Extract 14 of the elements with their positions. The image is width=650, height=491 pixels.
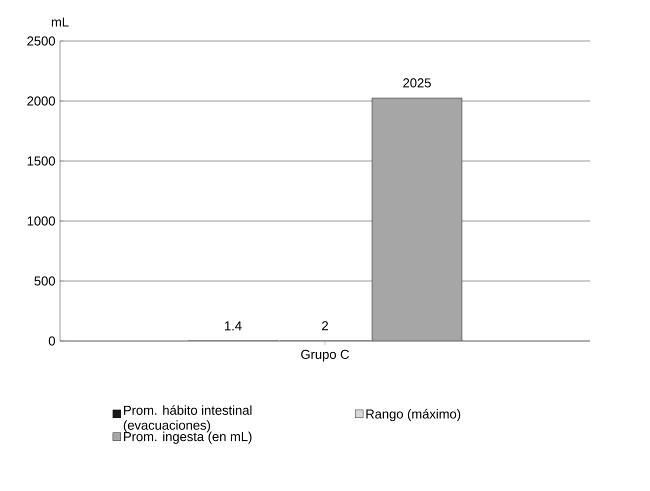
data-label: 1.4 [224, 321, 242, 330]
y-tick-label: 2000 [27, 96, 55, 106]
y-tick-label: 1500 [28, 156, 55, 166]
legend-label: Prom. ingesta (en mL) [124, 432, 252, 444]
data-label: 2025 [403, 78, 431, 88]
y-tick-label: 2500 [27, 36, 55, 46]
y-tick-label: 1000 [28, 216, 55, 226]
y-tick-label: 0 [48, 336, 55, 346]
y-tick-label: 500 [34, 276, 55, 286]
legend-label: Prom. hábito intestinal (evacuaciones) [124, 405, 252, 432]
y-axis-title: mL [52, 18, 69, 26]
legend-label: Rango (máximo) [366, 408, 460, 422]
data-label: 2 [322, 321, 328, 330]
x-tick-label: Grupo C [301, 350, 349, 362]
